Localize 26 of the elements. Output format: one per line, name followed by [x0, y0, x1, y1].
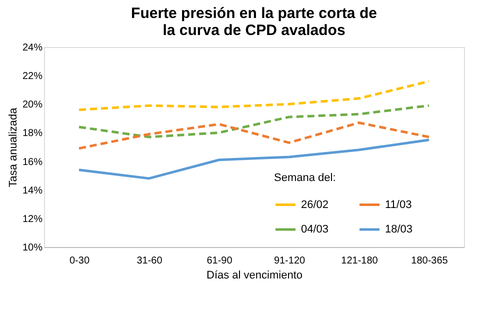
y-tick-label: 16% [22, 156, 43, 168]
x-tick-label: 0-30 [69, 256, 90, 266]
line-series [78, 138, 430, 180]
x-axis-title: Días al vencimiento [206, 270, 302, 282]
legend-title: Semana del: [274, 172, 336, 184]
legend-label: 18/03 [385, 224, 413, 236]
y-tick-label: 18% [22, 128, 43, 140]
legend-label: 04/03 [301, 224, 329, 236]
legend-label: 11/03 [385, 198, 412, 211]
chart-title: Fuerte presión en la parte corta de la curva de CPD avalados [131, 5, 377, 39]
line-series [78, 80, 430, 112]
y-tick-label: 24% [22, 42, 43, 54]
legend-label: 26/02 [301, 198, 329, 211]
x-tick-label: 121-180 [341, 256, 378, 266]
x-tick-label: 31-60 [136, 256, 163, 266]
y-tick-label: 14% [22, 185, 43, 196]
y-tick-label: 10% [22, 242, 43, 254]
y-tick-label: 20% [22, 100, 43, 111]
x-tick-label: 180-365 [411, 256, 448, 266]
y-tick-label: 22% [22, 71, 43, 82]
line-series [78, 121, 430, 150]
line-series [78, 104, 430, 138]
y-tick-label: 12% [22, 214, 43, 225]
y-axis-title: Tasa anualizada [7, 106, 20, 188]
x-tick-label: 91-120 [274, 256, 306, 266]
x-tick-label: 61-90 [206, 256, 233, 266]
